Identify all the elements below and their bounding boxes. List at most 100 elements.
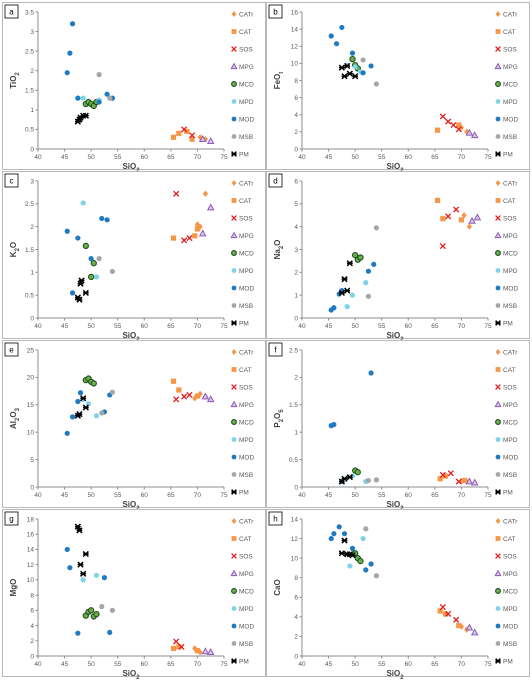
- legend-marker-mcd: [495, 419, 501, 425]
- legend-marker-sos: [231, 384, 237, 390]
- legend-label-mcd: MCD: [239, 588, 254, 595]
- y-tick-label: 25: [27, 347, 35, 354]
- y-tick-label: 5: [294, 201, 298, 208]
- data-point-mod: [64, 228, 70, 234]
- data-point-mpg: [198, 135, 207, 143]
- x-tick-label: 60: [405, 323, 413, 330]
- y-tick-label: 2: [30, 638, 34, 645]
- legend-marker-mpg: [494, 569, 502, 577]
- y-tick-label: 3: [30, 178, 34, 185]
- data-point-pm: [338, 289, 345, 297]
- data-point-cat: [456, 623, 462, 629]
- data-point-pm: [346, 70, 353, 77]
- data-point-cat: [192, 233, 198, 239]
- x-tick-label: 40: [34, 323, 42, 330]
- data-point-mcd: [90, 260, 97, 267]
- x-tick-label: 55: [114, 154, 122, 161]
- legend-marker-cat: [495, 536, 501, 541]
- data-point-cat: [170, 645, 177, 651]
- y-tick-label: 8: [294, 575, 298, 582]
- y-tick-label: 10: [291, 61, 299, 68]
- legend-marker-pm: [231, 320, 237, 326]
- x-tick-label: 60: [405, 154, 413, 161]
- x-tick-label: 45: [325, 323, 333, 330]
- data-point-mod: [360, 70, 366, 76]
- data-point-mpd: [347, 563, 353, 569]
- legend-marker-pm: [231, 658, 237, 664]
- legend-label-msb: MSB: [503, 134, 517, 141]
- data-point-mod: [368, 561, 374, 567]
- data-point-mod: [365, 268, 372, 274]
- data-point-mpg: [206, 648, 215, 656]
- x-tick-label: 70: [194, 661, 202, 668]
- panel-letter: h: [273, 515, 277, 524]
- data-point-catr: [466, 223, 472, 230]
- data-point-sos: [173, 638, 180, 645]
- y-tick-label: 8: [294, 78, 298, 85]
- data-point-mcd: [93, 610, 100, 618]
- data-point-sos: [173, 396, 180, 403]
- data-point-mpd: [349, 292, 356, 298]
- legend-label-mpd: MPD: [239, 606, 254, 613]
- x-tick-label: 65: [431, 661, 439, 668]
- legend-marker-catr: [495, 180, 501, 186]
- legend-marker-mod: [495, 623, 501, 629]
- x-tick-label: 50: [88, 661, 96, 668]
- data-point-mpd: [360, 535, 366, 542]
- data-point-pm: [341, 537, 348, 544]
- x-tick-label: 55: [378, 323, 386, 330]
- legend-label-cat: CAT: [503, 367, 516, 374]
- y-tick-label: 6: [30, 608, 34, 615]
- data-point-cat: [458, 217, 465, 223]
- data-point-msb: [373, 81, 379, 87]
- data-point-mpg: [465, 477, 474, 485]
- x-tick-label: 75: [484, 154, 492, 161]
- legend-marker-mcd: [231, 81, 237, 87]
- legend-label-mpg: MPG: [503, 402, 518, 409]
- data-point-catr: [461, 212, 467, 219]
- y-tick-label: 2: [294, 375, 298, 382]
- x-tick-label: 65: [431, 492, 439, 499]
- legend-label-cat: CAT: [503, 198, 516, 205]
- legend-label-catr: CATr: [503, 11, 518, 18]
- data-point-mod: [67, 565, 73, 571]
- panel-letter: d: [273, 177, 277, 186]
- legend-marker-pm: [231, 151, 237, 157]
- y-tick-label: 6: [294, 95, 298, 102]
- legend-label-sos: SOS: [239, 384, 253, 391]
- data-point-mpg: [465, 623, 474, 631]
- data-point-mcd: [349, 55, 356, 63]
- y-tick-label: 2.5: [25, 201, 34, 208]
- data-point-catr: [202, 190, 208, 198]
- y-tick-label: 10: [27, 430, 35, 437]
- panel-letter-box: [268, 511, 283, 526]
- legend-label-mpg: MPG: [239, 571, 254, 578]
- data-point-mpg: [468, 216, 476, 224]
- panel-letter: c: [10, 177, 14, 186]
- panel-frame: [266, 340, 530, 508]
- legend-marker-msb: [231, 472, 237, 477]
- y-tick-label: 2: [30, 224, 34, 231]
- data-point-mod: [339, 24, 345, 31]
- legend-marker-pm: [231, 489, 237, 495]
- data-point-mod: [104, 217, 110, 223]
- data-point-msb: [373, 477, 379, 483]
- legend-label-sos: SOS: [503, 553, 517, 560]
- data-point-cat: [442, 611, 449, 617]
- data-point-cat: [461, 477, 467, 484]
- data-point-cat: [437, 608, 443, 614]
- x-tick-label: 70: [458, 492, 466, 499]
- x-tick-label: 40: [34, 492, 42, 499]
- legend-label-mpg: MPG: [503, 233, 518, 240]
- y-tick-label: 16: [27, 532, 35, 539]
- legend-marker-catr: [231, 11, 237, 17]
- data-point-mod: [96, 99, 102, 105]
- data-point-pm: [341, 73, 348, 80]
- legend-marker-catr: [495, 11, 501, 17]
- y-tick-label: 4: [294, 224, 298, 231]
- legend-label-mod: MOD: [503, 116, 518, 123]
- data-point-mod: [341, 531, 348, 537]
- x-tick-label: 65: [431, 323, 439, 330]
- legend-label-sos: SOS: [239, 215, 253, 222]
- data-point-pm: [80, 570, 87, 577]
